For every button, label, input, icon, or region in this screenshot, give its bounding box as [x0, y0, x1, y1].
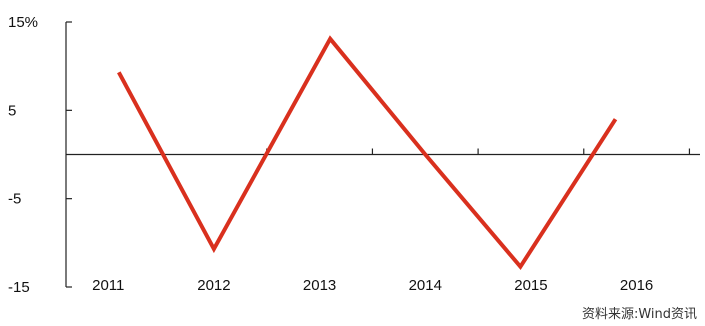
x-tick-label: 2013 — [303, 277, 336, 294]
y-tick-labels: -15 -5 5 15% — [8, 14, 38, 296]
source-note: 资料来源:Wind资讯 — [581, 307, 697, 322]
y-tick-label: 5 — [8, 102, 16, 119]
x-tick-label: 2012 — [197, 277, 230, 294]
x-tick-label: 2016 — [620, 277, 653, 294]
x-tick-label: 2014 — [409, 277, 442, 294]
x-tick-label: 2011 — [92, 277, 124, 294]
series-line — [117, 35, 618, 271]
y-tick-label: -5 — [8, 191, 21, 208]
y-tick-label: -15 — [8, 279, 30, 296]
y-tick-label: 15% — [8, 14, 38, 31]
x-tick-label: 2015 — [514, 277, 547, 294]
x-tick-labels: 2011 2012 2013 2014 2015 2016 — [92, 277, 653, 294]
chart-series — [117, 35, 618, 271]
